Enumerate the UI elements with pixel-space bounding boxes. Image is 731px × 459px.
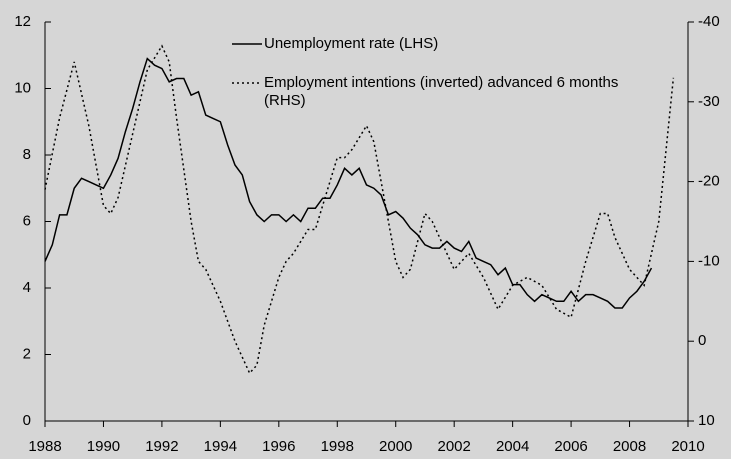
x-tick-label: 1988: [28, 438, 61, 455]
y-tick-label: 2: [23, 345, 31, 362]
x-tick-label: 2010: [671, 438, 704, 455]
x-tick-label: 1998: [321, 438, 354, 455]
x-tick-label: 1992: [145, 438, 178, 455]
y-tick-label: 0: [23, 412, 31, 429]
x-tick-label: 1996: [262, 438, 295, 455]
x-tick-label: 2004: [496, 438, 529, 455]
legend-label: Employment intentions (inverted) advance…: [264, 74, 619, 109]
x-tick-label: 2006: [554, 438, 587, 455]
y2-tick-label: -30: [698, 93, 720, 110]
series-line: [44, 44, 675, 375]
y-tick-label: 8: [23, 146, 31, 163]
y-tick-label: 10: [14, 79, 31, 96]
y-tick-label: 12: [14, 13, 31, 30]
y2-tick-label: 0: [698, 332, 706, 349]
legend-label: Unemployment rate (LHS): [264, 35, 439, 52]
y2-tick-label: -40: [698, 13, 720, 30]
x-tick-label: 2008: [613, 438, 646, 455]
x-tick-label: 2002: [437, 438, 470, 455]
x-tick-label: 2000: [379, 438, 412, 455]
x-tick-label: 1994: [204, 438, 237, 455]
x-tick-label: 1990: [87, 438, 120, 455]
y2-tick-label: -20: [698, 173, 720, 190]
y2-tick-label: 10: [698, 412, 715, 429]
y2-tick-label: -10: [698, 252, 720, 269]
y-tick-label: 6: [23, 212, 31, 229]
y-tick-label: 4: [23, 279, 31, 296]
series-line: [44, 57, 653, 309]
